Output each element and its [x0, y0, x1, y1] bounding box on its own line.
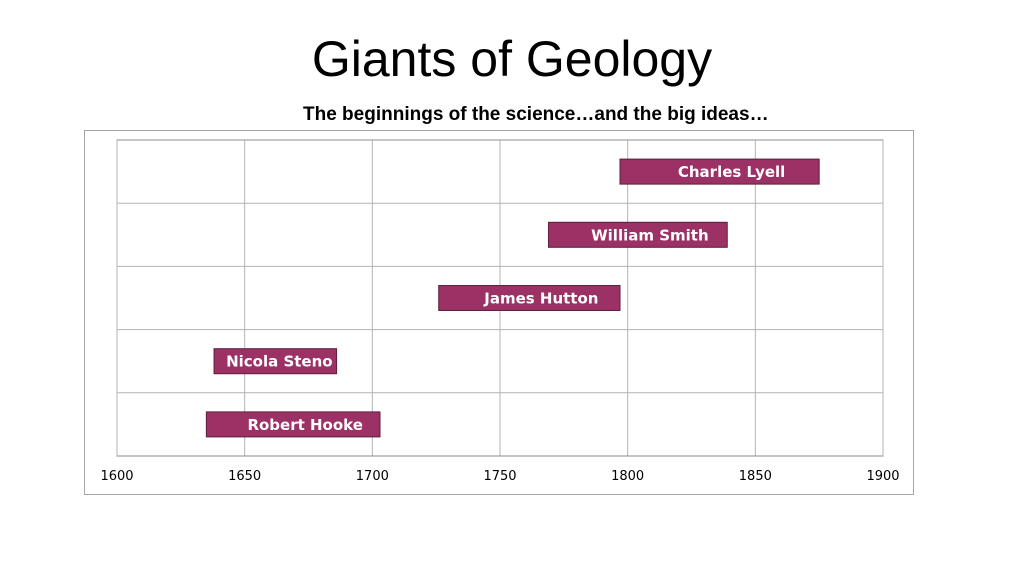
x-tick-label: 1650 — [228, 469, 261, 484]
bar-label-james-hutton: James Hutton — [483, 290, 598, 308]
bar-robert-hooke — [205, 411, 381, 438]
x-tick-label: 1750 — [483, 469, 516, 484]
bar-william-smith — [548, 221, 728, 248]
x-tick-label: 1800 — [611, 469, 644, 484]
bar-label-william-smith: William Smith — [591, 226, 709, 244]
page-title: Giants of Geology — [311, 31, 713, 87]
bar-james-hutton — [438, 285, 621, 311]
bar-nicola-steno — [213, 348, 338, 375]
bar-label-charles-lyell: Charles Lyell — [678, 163, 785, 181]
x-tick-label: 1600 — [100, 469, 133, 484]
chart-x-ticks: 1600 1650 1700 1750 1800 1850 1900 — [100, 469, 899, 484]
page-subtitle: The beginnings of the science…and the bi… — [303, 104, 769, 125]
chart-frame — [84, 130, 914, 495]
bar-charles-lyell — [619, 158, 820, 185]
x-tick-label: 1850 — [739, 469, 772, 484]
x-tick-label: 1700 — [356, 469, 389, 484]
chart-grid — [116, 139, 884, 457]
bar-label-robert-hooke: Robert Hooke — [247, 416, 362, 434]
x-tick-label: 1900 — [866, 469, 899, 484]
chart-bars: Robert Hooke Nicola Steno James Hutton Will… — [205, 158, 820, 438]
bar-label-nicola-steno: Nicola Steno — [226, 353, 333, 371]
